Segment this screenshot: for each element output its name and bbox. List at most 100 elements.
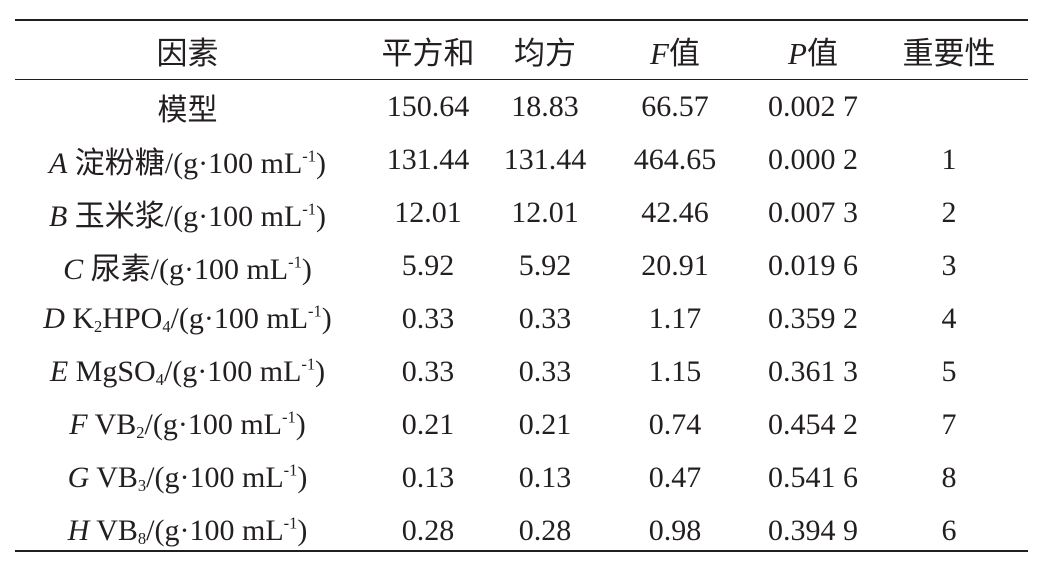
header-label: 值 (806, 35, 838, 71)
f-value-cell: 42.46 (641, 196, 709, 230)
sum-of-squares-cell: 150.64 (386, 90, 470, 124)
importance-cell: 4 (941, 302, 957, 335)
p-value-cell: 0.394 9 (768, 513, 858, 547)
unit-exponent: -1 (301, 354, 316, 374)
f-value-cell: 20.91 (641, 249, 709, 283)
factor-cell: F VB2/(g·100 mL-1) (15, 398, 360, 451)
factor-subscript: 2 (136, 422, 145, 442)
unit-text: /(g·100 mL (163, 354, 302, 388)
factor-cell: G VB3/(g·100 mL-1) (15, 451, 360, 504)
factor-cell: A 淀粉糖/(g·100 mL-1) (15, 134, 360, 187)
factor-cell: E MgSO4/(g·100 mL-1) (15, 345, 360, 398)
factor-name: 模型 (157, 94, 218, 128)
p-value-cell: 0.541 6 (768, 460, 858, 494)
unit-exponent: -1 (288, 252, 302, 272)
header-label: 因素 (156, 35, 219, 71)
factor-variable: E (49, 354, 69, 388)
header-row: 因素 平方和 均方 F值 P值 重要性 (15, 21, 1028, 79)
factor-name: 尿素 (90, 253, 151, 287)
header-variable: P (788, 35, 807, 71)
sum-of-squares-cell: 0.28 (401, 513, 455, 547)
p-value-cell: 0.454 2 (768, 407, 858, 441)
mean-square-cell: 0.21 (518, 407, 572, 441)
factor-name-cont: HPO (102, 302, 163, 335)
factor-name: 玉米浆 (74, 200, 165, 234)
factor-subscript: 3 (137, 475, 147, 495)
factor-cell: B 玉米浆/(g·100 mL-1) (15, 187, 360, 240)
mean-square-cell: 18.83 (511, 90, 579, 124)
factor-cell: H VB8/(g·100 mL-1) (15, 504, 360, 557)
factor-variable: C (63, 253, 84, 287)
unit-text: /(g·100 mL (170, 302, 309, 335)
unit-close: ) (297, 513, 308, 547)
factor-name: K (72, 302, 95, 335)
unit-exponent: -1 (302, 199, 317, 219)
factor-cell: C 尿素/(g·100 mL-1) (15, 240, 360, 293)
table-bottom-rule (15, 550, 1028, 552)
unit-close: ) (321, 302, 332, 335)
factor-cell: D K2HPO4/(g·100 mL-1) (15, 293, 360, 346)
f-value-cell: 0.47 (648, 460, 702, 494)
unit-exponent: -1 (283, 513, 298, 533)
factor-variable: G (67, 460, 90, 494)
factor-variable: F (69, 407, 88, 441)
table-row: E MgSO4/(g·100 mL-1) 0.33 0.33 1.15 0.361 3 5 (15, 345, 1028, 398)
header-label: 值 (668, 35, 700, 71)
unit-exponent: -1 (302, 146, 317, 166)
header-label: 平方和 (381, 35, 475, 71)
unit-text: /(g·100 mL (164, 200, 303, 234)
factor-variable: A (48, 147, 68, 181)
table-row: H VB8/(g·100 mL-1) 0.28 0.28 0.98 0.394 9 6 (15, 504, 1028, 557)
header-label: 重要性 (902, 35, 996, 71)
unit-text: /(g·100 mL (146, 460, 284, 494)
factor-variable: H (67, 513, 90, 547)
sum-of-squares-cell: 0.33 (401, 302, 455, 335)
mean-square-cell: 5.92 (518, 249, 572, 283)
header-p-value: P值 (756, 21, 870, 79)
table-row: D K2HPO4/(g·100 mL-1) 0.33 0.33 1.17 0.359 2… (15, 293, 1028, 346)
unit-text: /(g·100 mL (146, 513, 284, 547)
table-row: B 玉米浆/(g·100 mL-1) 12.01 12.01 42.46 0.007 3… (15, 187, 1028, 240)
factor-name: MgSO (75, 354, 156, 388)
f-value-cell: 464.65 (633, 143, 717, 177)
p-value-cell: 0.002 7 (768, 90, 858, 124)
factor-cell: 模型 (15, 79, 360, 134)
sum-of-squares-cell: 131.44 (386, 143, 470, 177)
table-top-rule (15, 19, 1028, 21)
sum-of-squares-cell: 0.21 (401, 407, 455, 441)
anova-table: 因素 平方和 均方 F值 P值 重要性 模型 150.64 18.83 66.57 0.002 7… (15, 21, 1028, 557)
importance-cell (870, 79, 1028, 134)
unit-text: /(g·100 mL (144, 407, 282, 441)
header-f-value: F值 (594, 21, 756, 79)
mean-square-cell: 0.33 (518, 354, 572, 388)
p-value-cell: 0.361 3 (768, 354, 858, 388)
unit-exponent: -1 (283, 460, 298, 480)
mean-square-cell: 0.28 (518, 513, 572, 547)
unit-exponent: -1 (308, 301, 322, 321)
factor-subscript: 4 (162, 317, 171, 337)
sum-of-squares-cell: 0.13 (401, 460, 455, 494)
table-row: G VB3/(g·100 mL-1) 0.13 0.13 0.47 0.541 6 8 (15, 451, 1028, 504)
unit-close: ) (315, 354, 326, 388)
importance-cell: 7 (941, 407, 957, 441)
importance-cell: 2 (941, 196, 957, 230)
header-importance: 重要性 (870, 21, 1028, 79)
factor-name: VB (94, 407, 137, 441)
unit-close: ) (316, 147, 327, 181)
factor-subscript: 8 (137, 528, 147, 548)
table-row: 模型 150.64 18.83 66.57 0.002 7 (15, 79, 1028, 134)
sum-of-squares-cell: 5.92 (401, 249, 455, 283)
unit-close: ) (316, 200, 327, 234)
table-row: A 淀粉糖/(g·100 mL-1) 131.44 131.44 464.65 0.00… (15, 134, 1028, 187)
sum-of-squares-cell: 12.01 (394, 196, 462, 230)
factor-name: 淀粉糖 (74, 147, 165, 181)
factor-name: VB (96, 460, 138, 494)
unit-close: ) (297, 460, 308, 494)
header-label: 均方 (514, 35, 576, 71)
factor-variable: D (43, 302, 65, 335)
f-value-cell: 0.74 (648, 407, 702, 441)
factor-subscript: 4 (155, 370, 164, 390)
table-header-rule (15, 79, 1028, 80)
unit-text: /(g·100 mL (164, 147, 303, 181)
